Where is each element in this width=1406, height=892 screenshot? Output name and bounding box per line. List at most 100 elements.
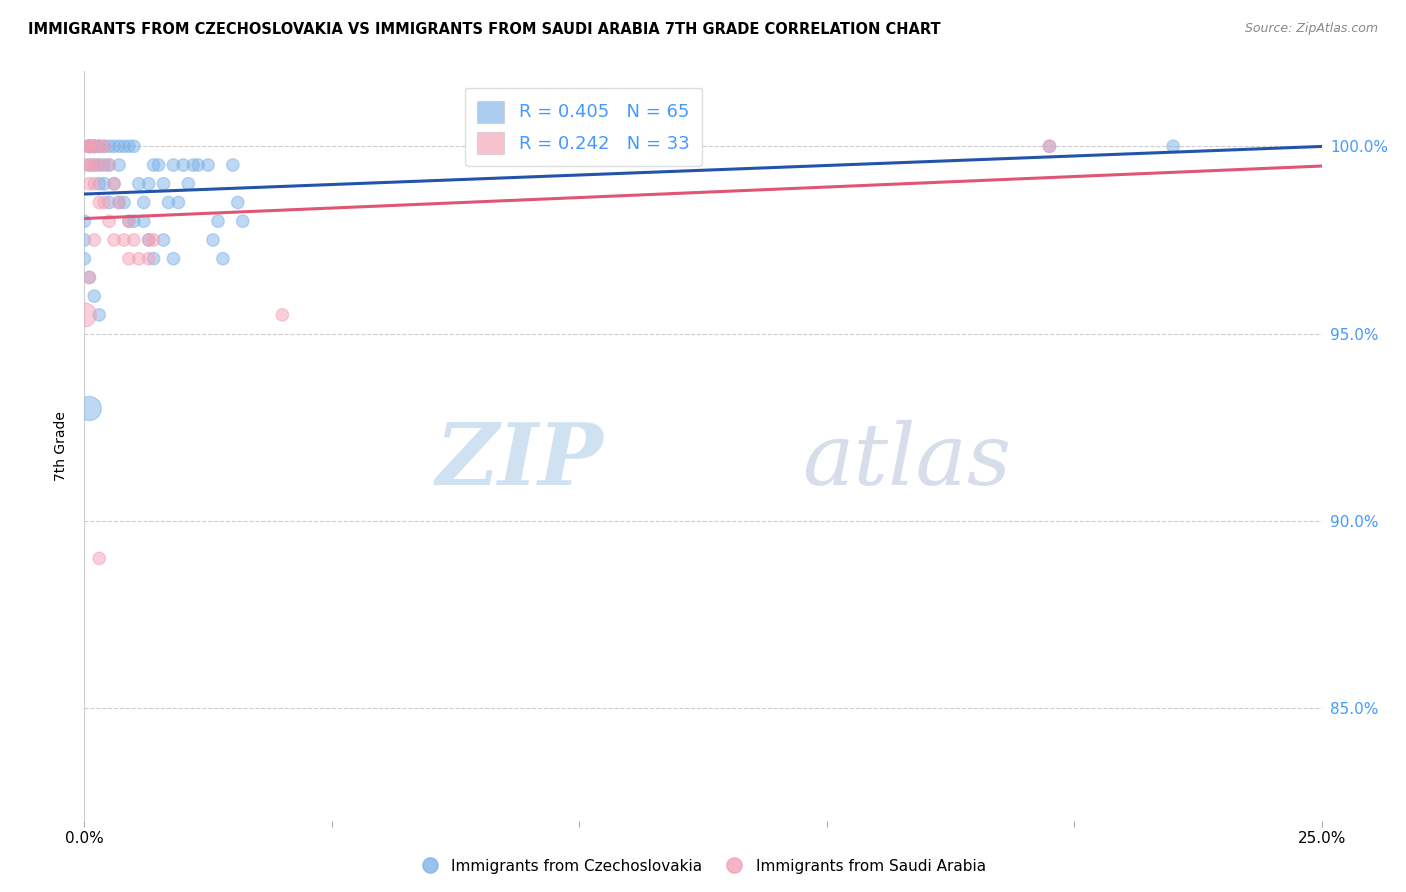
- Point: [112, 195, 135, 210]
- Point: [103, 233, 125, 247]
- Point: [172, 158, 194, 172]
- Point: [98, 195, 121, 210]
- Point: [226, 195, 249, 210]
- Point: [83, 289, 105, 303]
- Point: [79, 401, 101, 416]
- Point: [138, 233, 160, 247]
- Point: [108, 158, 131, 172]
- Point: [79, 139, 101, 153]
- Point: [83, 177, 105, 191]
- Point: [89, 139, 111, 153]
- Point: [138, 252, 160, 266]
- Point: [142, 252, 165, 266]
- Point: [93, 177, 115, 191]
- Point: [79, 139, 101, 153]
- Point: [79, 270, 101, 285]
- Point: [152, 233, 174, 247]
- Text: atlas: atlas: [801, 419, 1011, 502]
- Point: [108, 139, 131, 153]
- Point: [79, 139, 101, 153]
- Point: [118, 214, 141, 228]
- Point: [79, 177, 101, 191]
- Legend: R = 0.405   N = 65, R = 0.242   N = 33: R = 0.405 N = 65, R = 0.242 N = 33: [464, 88, 702, 166]
- Point: [83, 139, 105, 153]
- Point: [83, 139, 105, 153]
- Point: [93, 139, 115, 153]
- Point: [79, 158, 101, 172]
- Point: [83, 158, 105, 172]
- Point: [118, 252, 141, 266]
- Point: [122, 139, 145, 153]
- Point: [79, 158, 101, 172]
- Point: [122, 214, 145, 228]
- Point: [167, 195, 190, 210]
- Point: [83, 233, 105, 247]
- Point: [83, 139, 105, 153]
- Point: [112, 139, 135, 153]
- Point: [79, 139, 101, 153]
- Point: [271, 308, 294, 322]
- Point: [83, 158, 105, 172]
- Point: [98, 214, 121, 228]
- Point: [73, 233, 96, 247]
- Point: [89, 195, 111, 210]
- Point: [79, 270, 101, 285]
- Point: [162, 252, 184, 266]
- Point: [128, 177, 150, 191]
- Text: ZIP: ZIP: [436, 419, 605, 503]
- Point: [187, 158, 209, 172]
- Point: [89, 551, 111, 566]
- Point: [212, 252, 235, 266]
- Point: [122, 233, 145, 247]
- Point: [202, 233, 225, 247]
- Point: [157, 195, 180, 210]
- Point: [89, 158, 111, 172]
- Point: [79, 139, 101, 153]
- Point: [138, 233, 160, 247]
- Point: [1038, 139, 1060, 153]
- Point: [73, 158, 96, 172]
- Point: [162, 158, 184, 172]
- Point: [89, 308, 111, 322]
- Point: [132, 195, 155, 210]
- Point: [1038, 139, 1060, 153]
- Point: [152, 177, 174, 191]
- Point: [79, 139, 101, 153]
- Point: [128, 252, 150, 266]
- Point: [142, 233, 165, 247]
- Text: IMMIGRANTS FROM CZECHOSLOVAKIA VS IMMIGRANTS FROM SAUDI ARABIA 7TH GRADE CORRELA: IMMIGRANTS FROM CZECHOSLOVAKIA VS IMMIGR…: [28, 22, 941, 37]
- Point: [232, 214, 254, 228]
- Point: [93, 158, 115, 172]
- Point: [89, 139, 111, 153]
- Point: [73, 139, 96, 153]
- Point: [112, 233, 135, 247]
- Text: Source: ZipAtlas.com: Source: ZipAtlas.com: [1244, 22, 1378, 36]
- Point: [142, 158, 165, 172]
- Point: [1161, 139, 1184, 153]
- Point: [103, 177, 125, 191]
- Point: [73, 214, 96, 228]
- Point: [98, 158, 121, 172]
- Point: [73, 252, 96, 266]
- Legend: Immigrants from Czechoslovakia, Immigrants from Saudi Arabia: Immigrants from Czechoslovakia, Immigran…: [415, 853, 991, 880]
- Point: [148, 158, 170, 172]
- Point: [207, 214, 229, 228]
- Point: [93, 139, 115, 153]
- Point: [138, 177, 160, 191]
- Point: [98, 139, 121, 153]
- Point: [103, 139, 125, 153]
- Point: [98, 158, 121, 172]
- Point: [118, 139, 141, 153]
- Point: [89, 158, 111, 172]
- Point: [103, 177, 125, 191]
- Point: [197, 158, 219, 172]
- Point: [132, 214, 155, 228]
- Point: [108, 195, 131, 210]
- Point: [89, 177, 111, 191]
- Point: [222, 158, 245, 172]
- Point: [83, 139, 105, 153]
- Y-axis label: 7th Grade: 7th Grade: [55, 411, 69, 481]
- Point: [93, 195, 115, 210]
- Point: [108, 195, 131, 210]
- Point: [118, 214, 141, 228]
